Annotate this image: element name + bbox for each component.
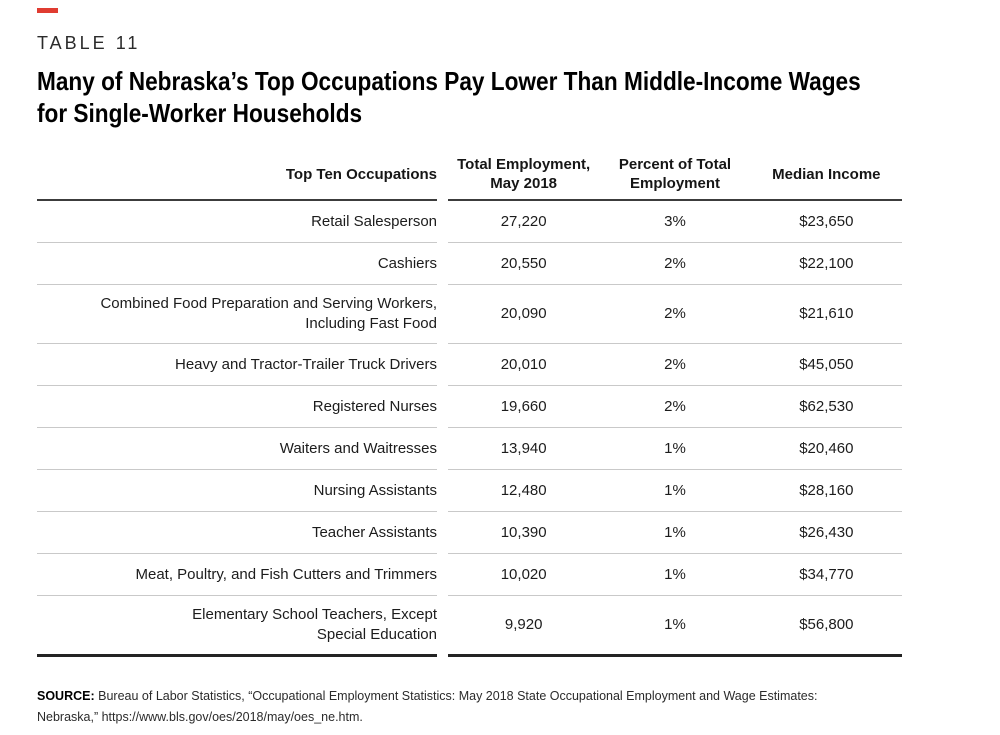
table-row: Retail Salesperson 27,220 3% $23,650 xyxy=(37,201,902,243)
col-header-total-employment: Total Employment, May 2018 xyxy=(457,156,591,192)
col-header-median-income: Median Income xyxy=(772,165,881,183)
percent-cell: 1% xyxy=(664,439,686,457)
income-cell: $20,460 xyxy=(799,439,854,457)
occupation-cell: Meat, Poultry, and Fish Cutters and Trim… xyxy=(37,554,437,596)
page-title: Many of Nebraska’s Top Occupations Pay L… xyxy=(37,66,861,128)
employment-cell: 20,090 xyxy=(500,305,547,322)
income-cell: $26,430 xyxy=(799,523,854,541)
row-values: 20,090 2% $21,610 xyxy=(448,285,902,344)
income-cell: $22,100 xyxy=(799,254,854,272)
occupation-cell: Nursing Assistants xyxy=(37,470,437,512)
row-values: 13,940 1% $20,460 xyxy=(448,428,902,470)
occupation-cell: Elementary School Teachers, Except Speci… xyxy=(37,596,437,657)
table-row: Heavy and Tractor-Trailer Truck Drivers … xyxy=(37,344,902,386)
row-values: 10,020 1% $34,770 xyxy=(448,554,902,596)
header-right-section: Total Employment, May 2018 Percent of To… xyxy=(448,153,902,201)
table-row: Combined Food Preparation and Serving Wo… xyxy=(37,285,902,344)
occupation-cell: Registered Nurses xyxy=(37,386,437,428)
accent-dash xyxy=(37,8,58,13)
table-header-row: Top Ten Occupations Total Employment, Ma… xyxy=(37,153,902,201)
row-values: 19,660 2% $62,530 xyxy=(448,386,902,428)
row-values: 27,220 3% $23,650 xyxy=(448,201,902,243)
employment-cell: 19,660 xyxy=(500,397,547,415)
source-label: SOURCE: xyxy=(37,689,95,703)
table-row: Waiters and Waitresses 13,940 1% $20,460 xyxy=(37,428,902,470)
income-cell: $34,770 xyxy=(799,565,854,583)
percent-cell: 1% xyxy=(664,523,686,541)
percent-cell: 3% xyxy=(664,212,686,230)
col-header-percent: Percent of Total Employment xyxy=(618,156,732,192)
occupation-cell: Combined Food Preparation and Serving Wo… xyxy=(37,285,437,344)
percent-cell: 2% xyxy=(664,254,686,272)
occupations-table: Top Ten Occupations Total Employment, Ma… xyxy=(37,153,902,657)
table-row: Cashiers 20,550 2% $22,100 xyxy=(37,243,902,285)
source-text-line1: Bureau of Labor Statistics, “Occupationa… xyxy=(98,689,818,703)
source-note: SOURCE: Bureau of Labor Statistics, “Occ… xyxy=(37,686,942,728)
row-values: 20,550 2% $22,100 xyxy=(448,243,902,285)
source-text-line2: Nebraska,” https://www.bls.gov/oes/2018/… xyxy=(37,710,363,724)
table-row: Registered Nurses 19,660 2% $62,530 xyxy=(37,386,902,428)
income-cell: $21,610 xyxy=(799,305,854,322)
income-cell: $62,530 xyxy=(799,397,854,415)
employment-cell: 13,940 xyxy=(500,439,547,457)
table-kicker: TABLE 11 xyxy=(37,33,141,53)
percent-cell: 1% xyxy=(664,616,686,633)
employment-cell: 10,390 xyxy=(500,523,547,541)
percent-cell: 1% xyxy=(664,565,686,583)
occupation-cell: Teacher Assistants xyxy=(37,512,437,554)
percent-cell: 2% xyxy=(664,397,686,415)
employment-cell: 10,020 xyxy=(500,565,547,583)
row-values: 12,480 1% $28,160 xyxy=(448,470,902,512)
table-row: Teacher Assistants 10,390 1% $26,430 xyxy=(37,512,902,554)
occupation-cell: Cashiers xyxy=(37,243,437,285)
employment-cell: 20,550 xyxy=(500,254,547,272)
percent-cell: 1% xyxy=(664,481,686,499)
employment-cell: 12,480 xyxy=(500,481,547,499)
income-cell: $28,160 xyxy=(799,481,854,499)
row-values: 10,390 1% $26,430 xyxy=(448,512,902,554)
table-row: Elementary School Teachers, Except Speci… xyxy=(37,596,902,657)
row-values: 20,010 2% $45,050 xyxy=(448,344,902,386)
employment-cell: 9,920 xyxy=(504,616,543,633)
percent-cell: 2% xyxy=(664,355,686,373)
income-cell: $45,050 xyxy=(799,355,854,373)
income-cell: $23,650 xyxy=(799,212,854,230)
row-values: 9,920 1% $56,800 xyxy=(448,596,902,657)
occupation-cell: Waiters and Waitresses xyxy=(37,428,437,470)
percent-cell: 2% xyxy=(664,305,686,322)
employment-cell: 20,010 xyxy=(500,355,547,373)
table-row: Meat, Poultry, and Fish Cutters and Trim… xyxy=(37,554,902,596)
income-cell: $56,800 xyxy=(799,616,854,633)
col-header-occupations: Top Ten Occupations xyxy=(37,153,437,201)
occupation-cell: Retail Salesperson xyxy=(37,201,437,243)
occupation-cell: Heavy and Tractor-Trailer Truck Drivers xyxy=(37,344,437,386)
employment-cell: 27,220 xyxy=(500,212,547,230)
table-row: Nursing Assistants 12,480 1% $28,160 xyxy=(37,470,902,512)
